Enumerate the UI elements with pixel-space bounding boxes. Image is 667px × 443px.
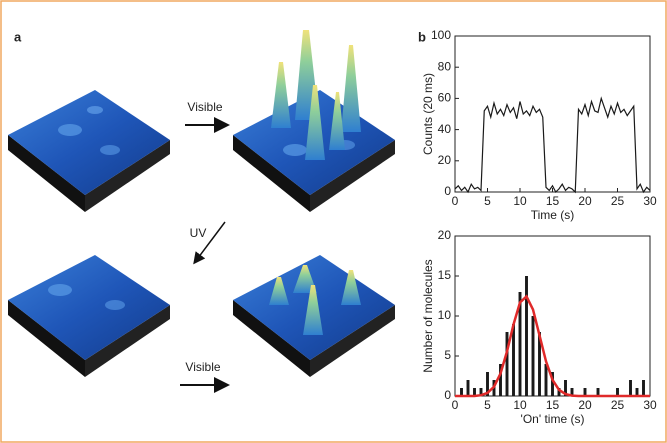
- y-axis-label: Counts (20 ms): [421, 73, 435, 155]
- y-tick-label: 15: [438, 268, 452, 282]
- bar: [532, 316, 535, 396]
- bar: [629, 380, 632, 396]
- x-tick-label: 5: [484, 398, 491, 412]
- arrow-label: Visible: [187, 100, 222, 114]
- y-tick-label: 60: [438, 91, 452, 105]
- bar: [545, 364, 548, 396]
- y-tick-label: 0: [444, 388, 451, 402]
- x-tick-label: 0: [452, 194, 459, 208]
- y-tick-label: 80: [438, 59, 452, 73]
- x-tick-label: 0: [452, 398, 459, 412]
- y-tick-label: 20: [438, 153, 452, 167]
- figure: a Visible UV Visible b 02040608010005101…: [0, 0, 667, 443]
- panel-label: b: [418, 29, 426, 44]
- x-tick-label: 5: [484, 194, 491, 208]
- x-tick-label: 20: [578, 398, 592, 412]
- bar: [642, 380, 645, 396]
- y-tick-label: 10: [438, 308, 452, 322]
- x-tick-label: 15: [546, 398, 560, 412]
- x-axis-label: Time (s): [531, 208, 575, 222]
- y-tick-label: 100: [431, 28, 451, 42]
- arrow-label: UV: [190, 226, 207, 240]
- x-tick-label: 25: [611, 194, 625, 208]
- x-tick-label: 10: [513, 398, 527, 412]
- bar: [506, 332, 509, 396]
- y-tick-label: 20: [438, 228, 452, 242]
- x-tick-label: 10: [513, 194, 527, 208]
- bar: [467, 380, 470, 396]
- arrow-label: Visible: [185, 360, 220, 374]
- x-axis-label: 'On' time (s): [521, 412, 585, 426]
- x-tick-label: 20: [578, 194, 592, 208]
- x-tick-label: 30: [643, 194, 657, 208]
- bar: [512, 324, 515, 396]
- x-tick-label: 30: [643, 398, 657, 412]
- y-tick-label: 40: [438, 122, 452, 136]
- y-axis-label: Number of molecules: [421, 259, 435, 372]
- x-tick-label: 15: [546, 194, 560, 208]
- x-tick-label: 25: [611, 398, 625, 412]
- bar: [525, 276, 528, 396]
- panel-label: a: [14, 29, 22, 44]
- y-tick-label: 5: [444, 348, 451, 362]
- figure-svg: a Visible UV Visible b 02040608010005101…: [0, 0, 667, 443]
- y-tick-label: 0: [444, 184, 451, 198]
